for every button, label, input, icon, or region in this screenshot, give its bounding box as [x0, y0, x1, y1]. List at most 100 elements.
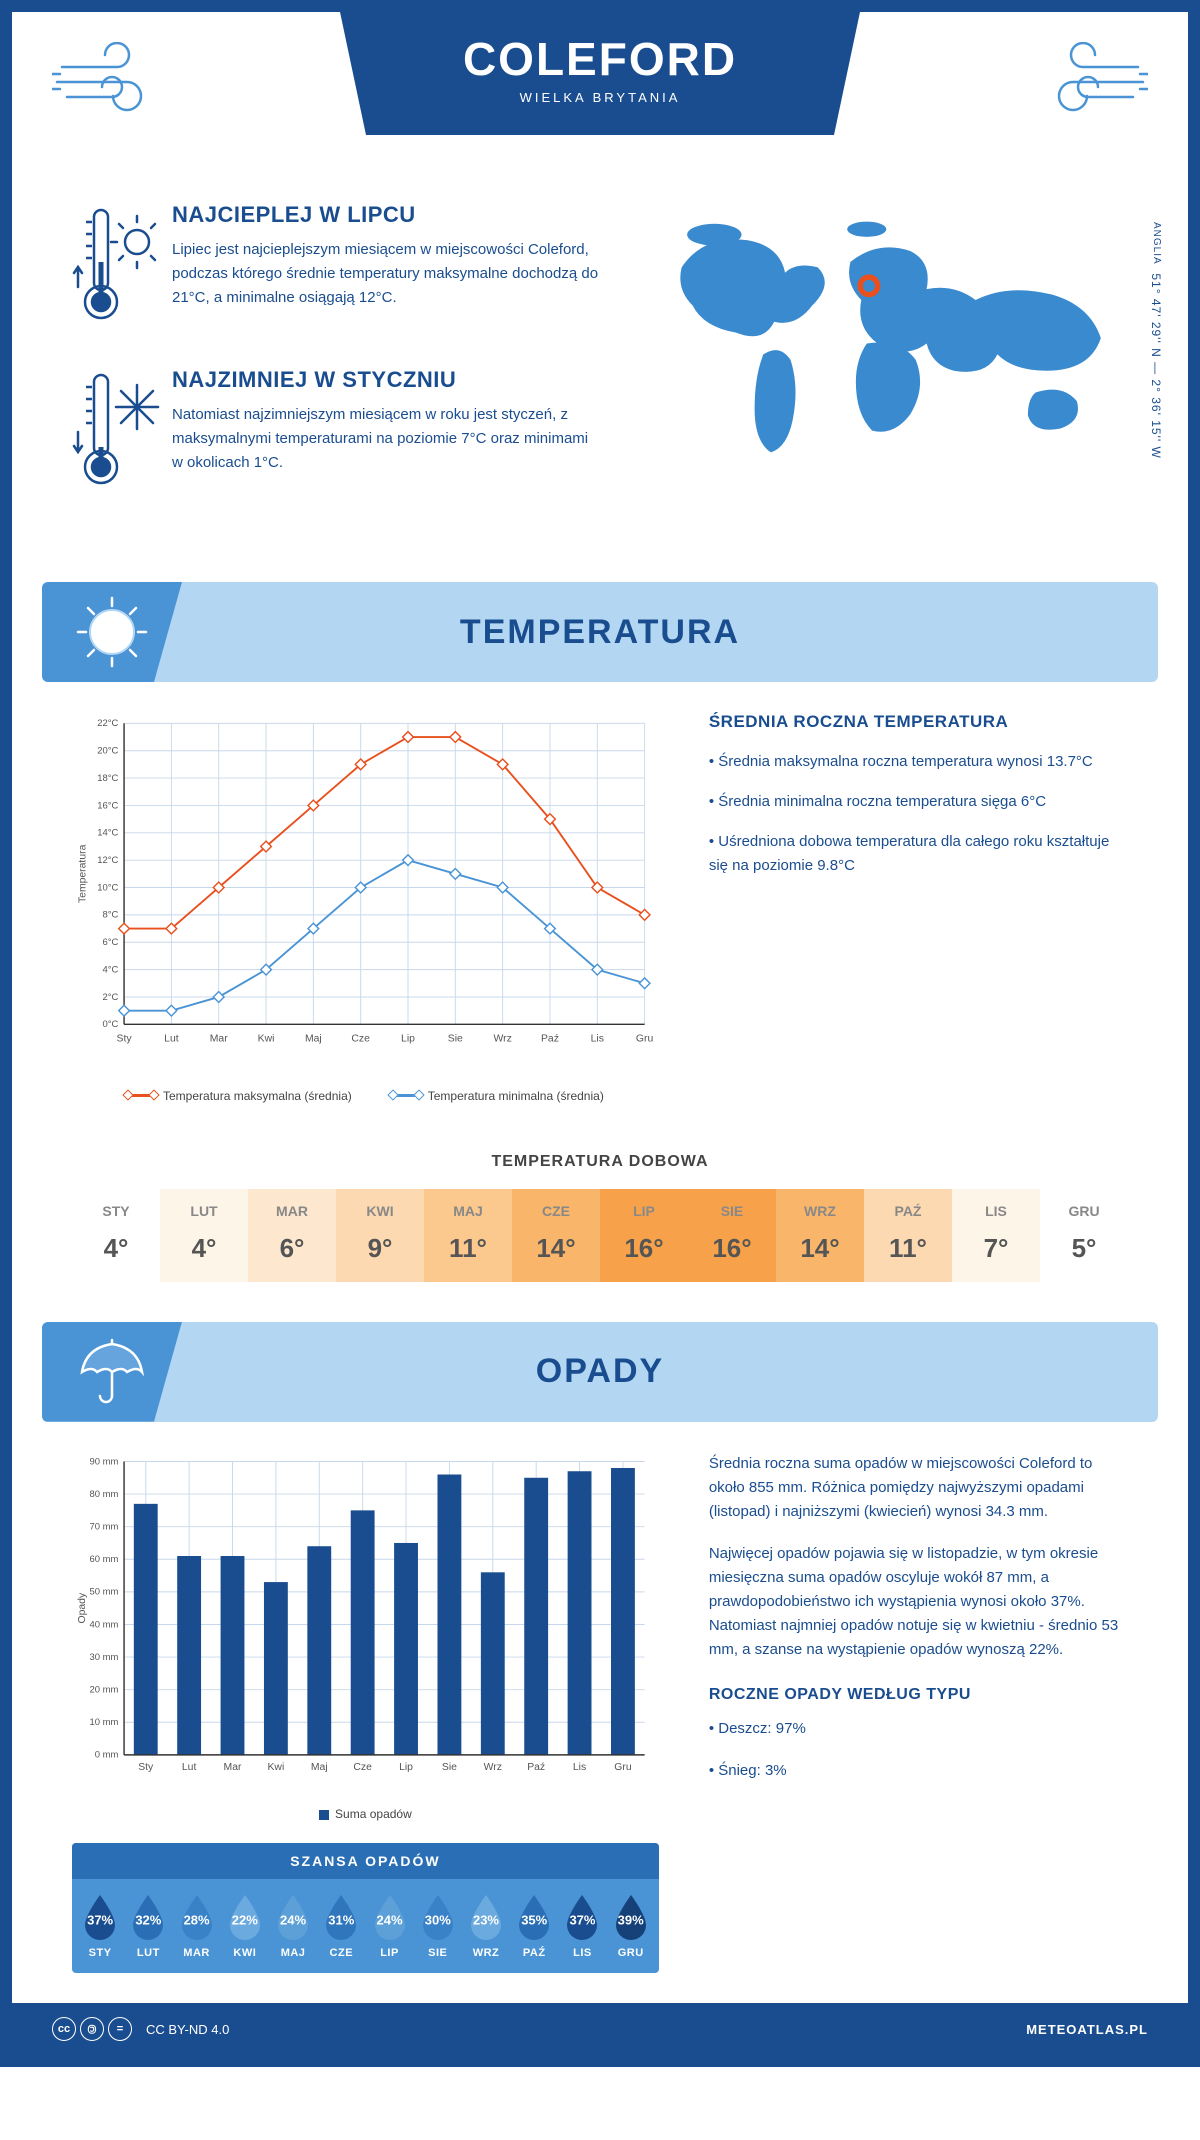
summary-bullet: • Uśredniona dobowa temperatura dla całe…: [709, 830, 1128, 878]
svg-text:60 mm: 60 mm: [89, 1554, 118, 1565]
type-bullet: • Śnieg: 3%: [709, 1759, 1128, 1783]
section-title: OPADY: [536, 1352, 664, 1391]
chance-cell: 28% MAR: [172, 1893, 220, 1959]
heat-cell: STY4°: [72, 1189, 160, 1282]
svg-text:Mar: Mar: [224, 1762, 242, 1773]
chance-cell: 24% LIP: [365, 1893, 413, 1959]
chance-cell: 37% STY: [76, 1893, 124, 1959]
wind-icon: [52, 42, 172, 127]
heat-cell: CZE14°: [512, 1189, 600, 1282]
thermometer-cold-icon: [72, 367, 152, 502]
svg-text:Gru: Gru: [614, 1762, 632, 1773]
heat-cell: SIE16°: [688, 1189, 776, 1282]
temperature-banner: TEMPERATURA: [42, 582, 1158, 682]
svg-text:Opady: Opady: [77, 1592, 88, 1623]
temperature-line-chart: 0°C2°C4°C6°C8°C10°C12°C14°C16°C18°C20°C2…: [72, 712, 659, 1103]
header: COLEFORD WIELKA BRYTANIA: [12, 12, 1188, 192]
heat-cell: LUT4°: [160, 1189, 248, 1282]
svg-text:Sty: Sty: [138, 1762, 154, 1773]
bar-legend-label: Suma opadów: [335, 1807, 412, 1821]
wind-icon: [1028, 42, 1148, 127]
nd-icon: =: [108, 2017, 132, 2041]
svg-text:10 mm: 10 mm: [89, 1717, 118, 1728]
svg-text:80 mm: 80 mm: [89, 1489, 118, 1500]
precip-para1: Średnia roczna suma opadów w miejscowośc…: [709, 1452, 1128, 1524]
daily-temp-title: TEMPERATURA DOBOWA: [12, 1153, 1188, 1171]
svg-text:14°C: 14°C: [97, 828, 118, 839]
city-name: COLEFORD: [340, 32, 860, 86]
title-banner: COLEFORD WIELKA BRYTANIA: [340, 12, 860, 135]
world-map: ANGLIA 51° 47' 29'' N — 2° 36' 15'' W: [649, 202, 1128, 532]
temperature-summary: ŚREDNIA ROCZNA TEMPERATURA • Średnia mak…: [709, 712, 1128, 1103]
svg-text:Maj: Maj: [305, 1033, 322, 1044]
svg-text:Cze: Cze: [353, 1762, 372, 1773]
svg-text:40 mm: 40 mm: [89, 1619, 118, 1630]
svg-text:Paź: Paź: [527, 1762, 545, 1773]
section-title: TEMPERATURA: [460, 613, 740, 652]
svg-text:Wrz: Wrz: [484, 1762, 502, 1773]
svg-text:4°C: 4°C: [103, 964, 119, 975]
svg-text:50 mm: 50 mm: [89, 1586, 118, 1597]
svg-text:90 mm: 90 mm: [89, 1456, 118, 1467]
precip-para2: Najwięcej opadów pojawia się w listopadz…: [709, 1542, 1128, 1662]
chance-cell: 32% LUT: [124, 1893, 172, 1959]
svg-text:Lis: Lis: [591, 1033, 604, 1044]
summary-bullet: • Średnia minimalna roczna temperatura s…: [709, 790, 1128, 814]
summary-title: ŚREDNIA ROCZNA TEMPERATURA: [709, 712, 1128, 732]
precipitation-summary: Średnia roczna suma opadów w miejscowośc…: [709, 1452, 1128, 1974]
svg-text:Cze: Cze: [351, 1033, 370, 1044]
type-bullet: • Deszcz: 97%: [709, 1717, 1128, 1741]
svg-text:Paź: Paź: [541, 1033, 559, 1044]
footer: cc 🄯 = CC BY-ND 4.0 METEOATLAS.PL: [12, 2003, 1188, 2055]
heat-cell: MAR6°: [248, 1189, 336, 1282]
precipitation-bar-chart: 0 mm 10 mm 20 mm 30 mm 40 mm 50 mm 60 mm 70 mm 8…: [72, 1452, 659, 1822]
svg-text:Sty: Sty: [117, 1033, 133, 1044]
chance-cell: 31% CZE: [317, 1893, 365, 1959]
heat-cell: KWI9°: [336, 1189, 424, 1282]
chance-cell: 23% WRZ: [462, 1893, 510, 1959]
precipitation-banner: OPADY: [42, 1322, 1158, 1422]
heat-cell: LIS7°: [952, 1189, 1040, 1282]
chance-cell: 30% SIE: [414, 1893, 462, 1959]
legend-item: Temperatura minimalna (średnia): [392, 1089, 604, 1103]
heat-cell: GRU5°: [1040, 1189, 1128, 1282]
svg-text:0 mm: 0 mm: [95, 1749, 119, 1760]
coldest-text: Natomiast najzimniejszym miesiącem w rok…: [172, 403, 599, 475]
svg-text:16°C: 16°C: [97, 800, 118, 811]
svg-text:8°C: 8°C: [103, 910, 119, 921]
svg-text:10°C: 10°C: [97, 882, 118, 893]
svg-text:18°C: 18°C: [97, 773, 118, 784]
precip-type-title: ROCZNE OPADY WEDŁUG TYPU: [709, 1682, 1128, 1708]
svg-text:Lip: Lip: [401, 1033, 415, 1044]
svg-text:Mar: Mar: [210, 1033, 228, 1044]
svg-text:Maj: Maj: [311, 1762, 328, 1773]
svg-text:20 mm: 20 mm: [89, 1684, 118, 1695]
chance-cell: 39% GRU: [607, 1893, 655, 1959]
svg-text:Wrz: Wrz: [493, 1033, 511, 1044]
svg-text:Kwi: Kwi: [268, 1762, 285, 1773]
warmest-title: NAJCIEPLEJ W LIPCU: [172, 202, 599, 228]
heat-cell: WRZ14°: [776, 1189, 864, 1282]
svg-text:70 mm: 70 mm: [89, 1521, 118, 1532]
coldest-title: NAJZIMNIEJ W STYCZNIU: [172, 367, 599, 393]
coldest-block: NAJZIMNIEJ W STYCZNIU Natomiast najzimni…: [72, 367, 599, 502]
summary-bullet: • Średnia maksymalna roczna temperatura …: [709, 750, 1128, 774]
svg-text:Lut: Lut: [182, 1762, 197, 1773]
chance-cell: 22% KWI: [221, 1893, 269, 1959]
heat-cell: PAŹ11°: [864, 1189, 952, 1282]
rain-chance-box: SZANSA OPADÓW 37% STY 32% LUT 28% MAR: [72, 1843, 659, 1973]
svg-text:12°C: 12°C: [97, 855, 118, 866]
site-name: METEOATLAS.PL: [1026, 2022, 1148, 2037]
legend-item: Temperatura maksymalna (średnia): [127, 1089, 352, 1103]
coordinates: ANGLIA 51° 47' 29'' N — 2° 36' 15'' W: [1149, 222, 1163, 459]
chance-cell: 24% MAJ: [269, 1893, 317, 1959]
umbrella-icon: [42, 1322, 182, 1422]
sun-icon: [42, 582, 182, 682]
license-text: CC BY-ND 4.0: [146, 2022, 229, 2037]
country-name: WIELKA BRYTANIA: [340, 90, 860, 105]
chance-cell: 35% PAŹ: [510, 1893, 558, 1959]
by-icon: 🄯: [80, 2017, 104, 2041]
daily-temp-heatmap: STY4° LUT4° MAR6° KWI9° MAJ11° CZE14° LI…: [72, 1189, 1128, 1282]
svg-text:Temperatura: Temperatura: [77, 844, 88, 903]
svg-text:30 mm: 30 mm: [89, 1652, 118, 1663]
